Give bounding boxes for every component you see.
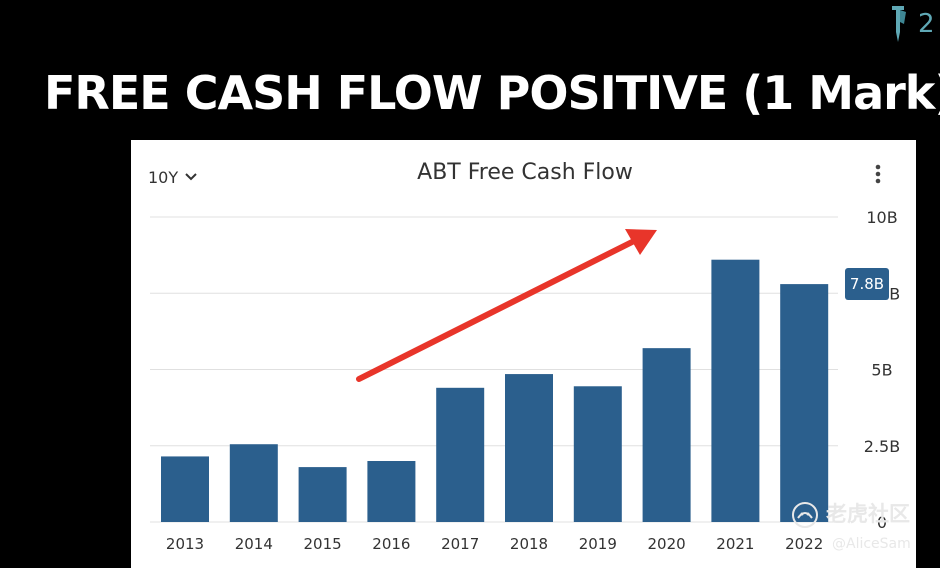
chevron-down-icon bbox=[185, 173, 197, 181]
chart-title: ABT Free Cash Flow bbox=[417, 160, 633, 185]
x-tick-label: 2022 bbox=[785, 535, 823, 553]
bar-2014[interactable] bbox=[229, 444, 278, 522]
bar-2015[interactable] bbox=[298, 467, 347, 522]
x-tick-label: 2016 bbox=[372, 535, 410, 553]
bar-2018[interactable] bbox=[505, 374, 553, 522]
y-tick-label: 2.5B bbox=[864, 437, 900, 456]
value-badge: 7.8B bbox=[845, 268, 889, 300]
watermark-user: @AliceSam bbox=[832, 536, 911, 552]
watermark: 老虎社区 @AliceSam bbox=[790, 498, 935, 564]
range-label: 10Y bbox=[148, 167, 179, 187]
trend-arrow-line bbox=[356, 237, 639, 382]
bar-2013[interactable] bbox=[161, 456, 209, 522]
brand-logo: 2 bbox=[892, 6, 935, 42]
x-tick-label: 2020 bbox=[648, 535, 686, 553]
x-tick-label: 2018 bbox=[510, 535, 548, 553]
bar-2019[interactable] bbox=[573, 386, 622, 522]
bar-2017[interactable] bbox=[436, 387, 485, 522]
bar-2022[interactable] bbox=[780, 284, 829, 522]
bar-2020[interactable] bbox=[642, 348, 691, 522]
trend-arrow-head bbox=[625, 229, 657, 255]
slide-title: FREE CASH FLOW POSITIVE (1 Mark) bbox=[44, 66, 940, 120]
more-vertical-icon[interactable] bbox=[870, 162, 886, 188]
range-selector[interactable]: 10Y bbox=[148, 164, 198, 190]
y-tick-label: 5B bbox=[871, 361, 892, 380]
x-tick-label: 2015 bbox=[304, 535, 342, 553]
x-tick-label: 2014 bbox=[235, 535, 273, 553]
tiger-logo-icon bbox=[792, 502, 818, 528]
x-tick-label: 2013 bbox=[166, 535, 204, 553]
x-tick-label: 2019 bbox=[579, 535, 617, 553]
y-tick-label: 10B bbox=[866, 208, 897, 227]
watermark-site: 老虎社区 bbox=[826, 502, 910, 526]
bar-2021[interactable] bbox=[711, 259, 760, 522]
x-tick-label: 2021 bbox=[716, 535, 754, 553]
x-tick-label: 2017 bbox=[441, 535, 479, 553]
bar-2016[interactable] bbox=[367, 461, 416, 522]
y-tick-label: 0 bbox=[877, 513, 887, 532]
brand-logo-text: 2 bbox=[918, 9, 935, 39]
